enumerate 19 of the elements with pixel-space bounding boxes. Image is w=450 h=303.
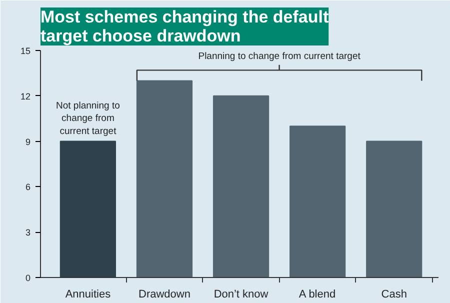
- bar: [290, 126, 346, 278]
- y-tick-label: 9: [25, 136, 31, 147]
- bar: [136, 80, 193, 278]
- bar: [212, 95, 270, 278]
- x-tick-label: Cash: [381, 288, 407, 300]
- y-tick-label: 3: [25, 228, 31, 238]
- x-tick-label: Drawdown: [138, 288, 190, 300]
- x-tick-label: A blend: [298, 288, 336, 300]
- y-tick-label: 15: [20, 46, 31, 56]
- y-tick-label: 12: [20, 91, 31, 102]
- y-tick-label: 6: [25, 182, 31, 192]
- annotation: Not planning to change from current target: [56, 100, 120, 137]
- annotation: Planning to change from current target: [198, 51, 361, 62]
- x-tick-label: Don’t know: [214, 288, 268, 300]
- bar: [60, 140, 116, 278]
- chart-title: Most schemes changing the default target choose drawdown: [40, 8, 329, 46]
- bar: [366, 140, 422, 278]
- y-tick-label: 0: [25, 273, 31, 283]
- x-tick-label: Annuities: [65, 288, 112, 300]
